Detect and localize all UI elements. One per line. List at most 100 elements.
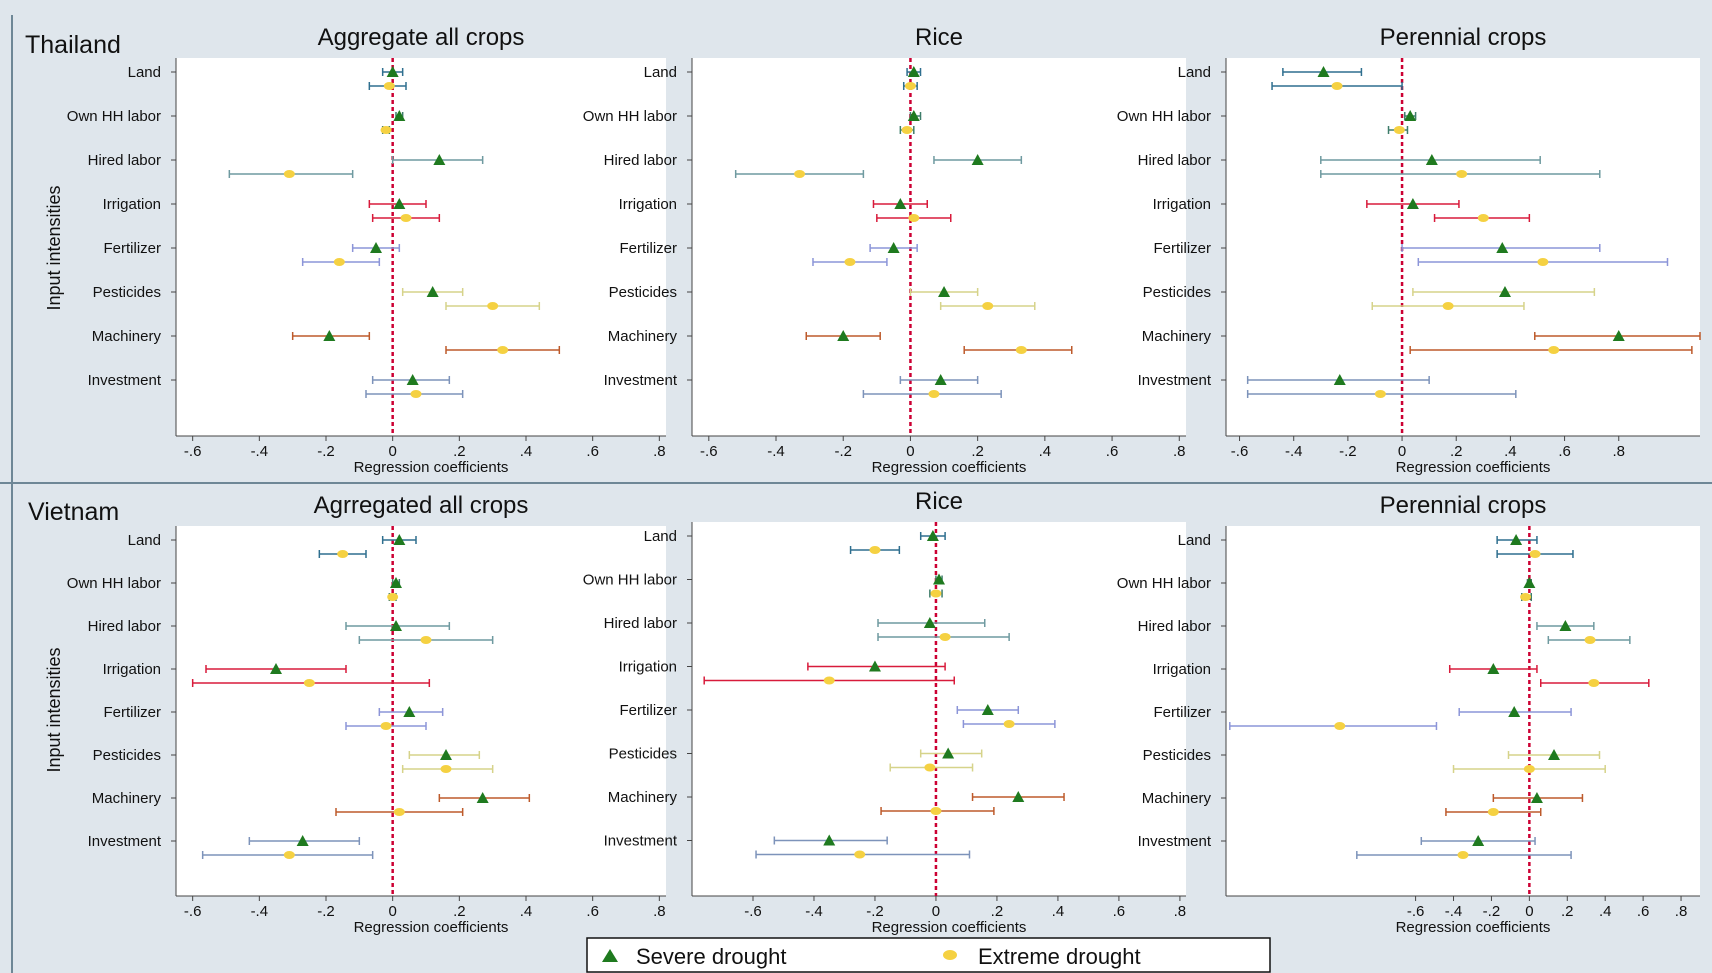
severe-point xyxy=(323,330,336,341)
category-label: Hired labor xyxy=(88,618,161,635)
extreme-point xyxy=(939,633,951,641)
category-label: Own HH labor xyxy=(583,572,677,589)
x-tick-label: .8 xyxy=(653,903,666,920)
category-label: Machinery xyxy=(1142,790,1212,807)
category-label: Land xyxy=(644,528,677,545)
category-label: Pesticides xyxy=(93,284,161,301)
x-tick-label: -.2 xyxy=(317,443,335,460)
panel-title: Perennial crops xyxy=(1380,492,1547,519)
severe-point xyxy=(1472,835,1485,846)
category-label: Machinery xyxy=(1142,328,1212,345)
extreme-point xyxy=(1457,851,1469,859)
severe-point xyxy=(1498,286,1511,297)
category-label: Machinery xyxy=(92,790,162,807)
legend-box xyxy=(586,937,1271,973)
x-axis-label: Regression coefficients xyxy=(354,459,509,476)
extreme-point xyxy=(1548,346,1560,354)
severe-point xyxy=(907,110,920,121)
extreme-point xyxy=(410,390,422,398)
category-label: Pesticides xyxy=(93,747,161,764)
panels: Aggregate all crops Land Own HH labor Hired… xyxy=(67,24,1701,936)
extreme-point xyxy=(440,765,452,773)
severe-point xyxy=(868,660,881,672)
extreme-point xyxy=(924,763,936,772)
severe-point xyxy=(1510,534,1523,545)
category-label: Hired labor xyxy=(604,152,677,169)
extreme-point xyxy=(1442,302,1454,310)
category-label: Own HH labor xyxy=(583,108,677,125)
x-tick-label: .2 xyxy=(971,443,984,460)
x-axis-label: Regression coefficients xyxy=(872,919,1027,936)
category-label: Pesticides xyxy=(1143,284,1211,301)
panel-1: Rice Land Own HH labor Hired labor Irrigatio… xyxy=(583,24,1186,476)
severe-point xyxy=(393,534,406,545)
panel-title: Rice xyxy=(915,488,963,515)
x-tick-label: -.2 xyxy=(1339,443,1357,460)
severe-point xyxy=(1508,706,1521,717)
severe-point xyxy=(433,154,446,165)
category-label: Pesticides xyxy=(609,284,677,301)
category-label: Land xyxy=(1178,64,1211,81)
severe-point xyxy=(942,747,955,759)
extreme-point xyxy=(823,676,835,685)
x-tick-label: .8 xyxy=(1174,903,1187,920)
extreme-point xyxy=(844,258,856,266)
extreme-point xyxy=(1487,808,1499,816)
extreme-point xyxy=(487,302,499,310)
legend-extreme-label: Extreme drought xyxy=(978,944,1141,969)
severe-point xyxy=(938,286,951,297)
panel-title: Perennial crops xyxy=(1380,24,1547,51)
severe-point xyxy=(837,330,850,341)
severe-point xyxy=(1559,620,1572,631)
extreme-point xyxy=(854,850,866,859)
extreme-point xyxy=(1334,722,1346,730)
category-label: Land xyxy=(128,532,161,549)
x-tick-label: -.6 xyxy=(184,443,202,460)
extreme-point xyxy=(393,808,405,816)
x-tick-label: .4 xyxy=(1039,443,1052,460)
severe-point xyxy=(393,110,406,121)
x-tick-label: -.2 xyxy=(1483,903,1501,920)
x-tick-label: 0 xyxy=(906,443,914,460)
x-tick-label: -.4 xyxy=(251,903,269,920)
severe-point xyxy=(390,620,402,631)
x-tick-label: .6 xyxy=(586,903,599,920)
extreme-point xyxy=(380,126,392,134)
x-tick-label: -.2 xyxy=(866,903,884,920)
country-title-thailand: Thailand xyxy=(25,31,121,59)
severe-point xyxy=(981,704,994,715)
plot-area xyxy=(1226,58,1700,436)
extreme-point xyxy=(1529,550,1541,558)
x-tick-label: .6 xyxy=(1113,903,1126,920)
category-label: Machinery xyxy=(608,789,678,806)
x-tick-label: .6 xyxy=(1106,443,1119,460)
severe-point xyxy=(1496,242,1509,253)
severe-point xyxy=(1523,577,1536,588)
x-tick-label: .8 xyxy=(1675,903,1688,920)
legend-severe-label: Severe drought xyxy=(636,944,786,969)
x-tick-label: .2 xyxy=(453,443,466,460)
category-label: Investment xyxy=(1138,372,1212,389)
category-label: Hired labor xyxy=(1138,618,1211,635)
category-label: Own HH labor xyxy=(67,108,161,125)
panel-title: Agrregated all crops xyxy=(314,492,529,519)
category-label: Fertilizer xyxy=(619,702,677,719)
x-tick-label: -.6 xyxy=(1407,903,1425,920)
severe-point xyxy=(934,374,947,385)
extreme-point xyxy=(497,346,509,354)
input-axis-label-thailand: Input intensities xyxy=(44,185,64,310)
category-label: Investment xyxy=(88,372,162,389)
severe-point xyxy=(440,749,452,760)
extreme-point xyxy=(283,851,295,859)
category-label: Investment xyxy=(604,833,678,850)
category-label: Machinery xyxy=(92,328,162,345)
country-title-vietnam: Vietnam xyxy=(28,498,119,526)
extreme-point xyxy=(1393,126,1405,134)
x-tick-label: -.6 xyxy=(1231,443,1249,460)
category-label: Fertilizer xyxy=(103,704,161,721)
extreme-point xyxy=(1456,170,1468,178)
extreme-point xyxy=(794,170,806,178)
category-label: Land xyxy=(644,64,677,81)
category-label: Own HH labor xyxy=(1117,575,1211,592)
severe-point xyxy=(933,573,945,585)
